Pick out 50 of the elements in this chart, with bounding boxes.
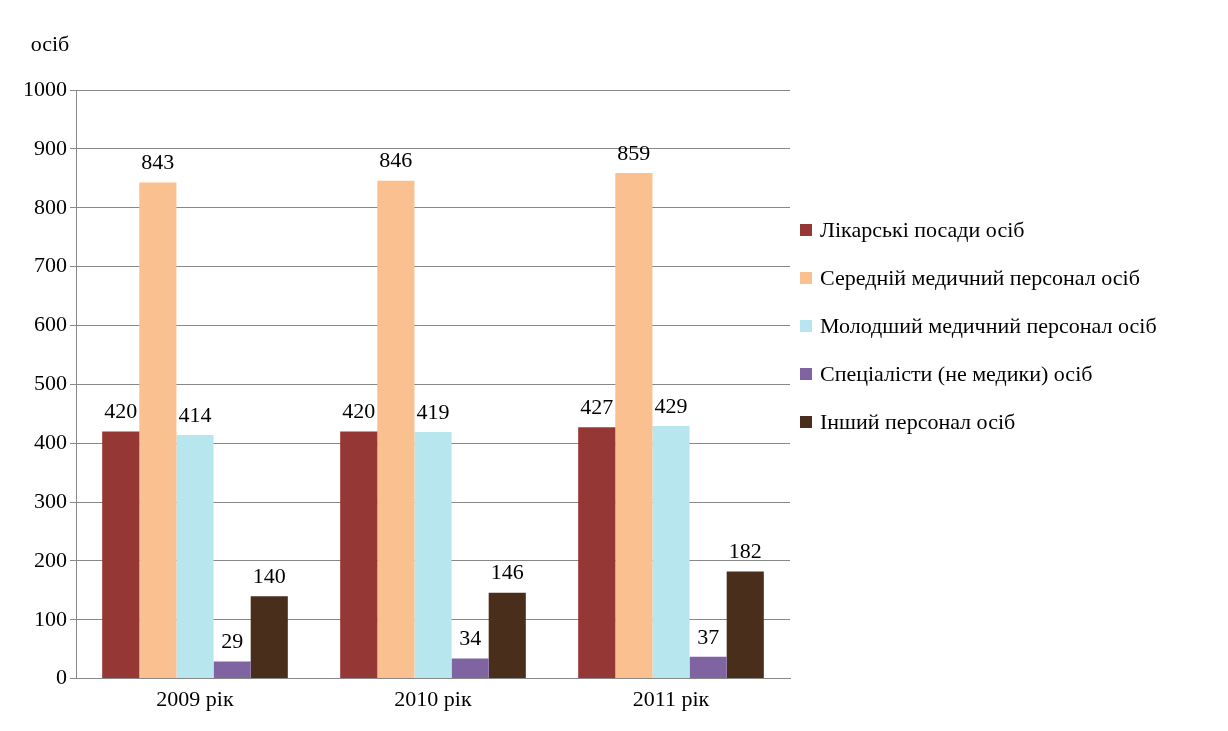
data-label: 859 <box>617 139 651 165</box>
y-tick-label: 200 <box>34 546 67 572</box>
legend-label: Інший персонал осіб <box>820 408 1016 435</box>
bar <box>726 571 764 679</box>
bar <box>615 172 653 679</box>
y-tick-label: 600 <box>34 311 67 337</box>
legend-label: Молодший медичний персонал осіб <box>820 312 1157 339</box>
data-label: 429 <box>654 392 688 418</box>
bar <box>139 182 177 679</box>
x-tick-label: 2010 рік <box>394 685 472 711</box>
bar <box>578 427 616 679</box>
y-tick-label: 100 <box>34 605 67 631</box>
bar <box>250 596 288 679</box>
legend-label: Спеціалісти (не медики) осіб <box>820 360 1093 387</box>
bar <box>689 656 727 679</box>
y-tick-label: 0 <box>56 664 67 690</box>
data-label: 846 <box>379 147 413 173</box>
data-label: 843 <box>141 149 175 175</box>
y-tick-label: 1000 <box>23 75 67 101</box>
data-label: 37 <box>697 623 720 649</box>
legend-label: Лікарські посади осіб <box>820 216 1025 243</box>
y-axis-title: осіб <box>30 30 70 56</box>
data-label: 182 <box>728 538 762 564</box>
data-label: 427 <box>580 394 614 420</box>
bar <box>652 426 690 679</box>
data-label: 420 <box>342 398 376 424</box>
bar <box>377 180 415 679</box>
y-tick-label: 400 <box>34 428 67 454</box>
data-label: 414 <box>178 401 212 427</box>
bar <box>414 431 452 679</box>
x-tick-label: 2011 рік <box>632 685 710 711</box>
y-tick-label: 700 <box>34 252 67 278</box>
data-label: 29 <box>221 628 244 654</box>
data-label: 419 <box>416 398 450 424</box>
bar <box>451 658 489 679</box>
bar <box>340 431 378 679</box>
bar <box>176 434 214 679</box>
data-label: 34 <box>459 625 482 651</box>
bar <box>102 431 140 679</box>
y-tick-label: 800 <box>34 193 67 219</box>
data-label: 420 <box>104 398 138 424</box>
data-label: 146 <box>490 559 524 585</box>
x-tick-label: 2009 рік <box>156 685 234 711</box>
legend-label: Середній медичний персонал осіб <box>820 264 1140 291</box>
y-tick-label: 500 <box>34 370 67 396</box>
y-tick-label: 900 <box>34 134 67 160</box>
y-tick-label: 300 <box>34 487 67 513</box>
bar <box>213 661 251 679</box>
bar <box>488 592 526 679</box>
data-label: 140 <box>252 562 286 588</box>
